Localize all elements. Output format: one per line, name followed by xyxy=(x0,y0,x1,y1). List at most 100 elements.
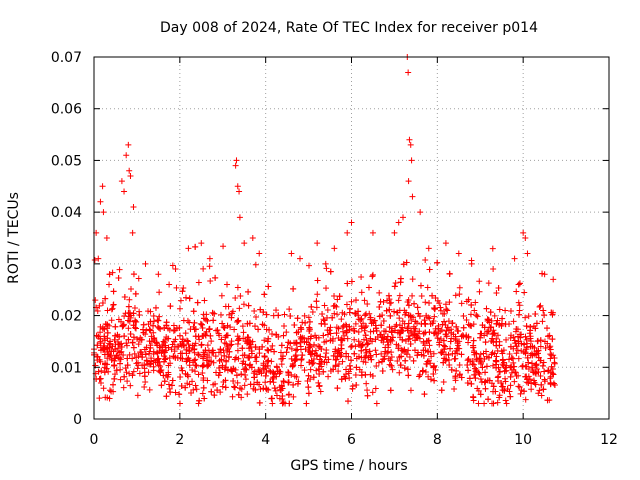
data-point-noise xyxy=(524,340,531,347)
data-point-noise xyxy=(327,367,334,374)
data-point-noise xyxy=(369,273,376,280)
data-point-noise xyxy=(422,369,429,376)
data-point-noise xyxy=(248,347,255,354)
data-point xyxy=(249,235,256,241)
data-point-noise xyxy=(264,358,271,365)
data-point-noise xyxy=(496,394,503,401)
data-point-noise xyxy=(154,350,161,357)
data-point xyxy=(407,141,414,148)
data-point-noise xyxy=(443,306,450,313)
data-point-noise xyxy=(481,332,488,339)
data-point-noise xyxy=(167,389,174,396)
data-point-noise xyxy=(441,355,448,362)
data-point-noise xyxy=(195,371,202,378)
data-point-noise xyxy=(336,293,343,300)
data-point-noise xyxy=(217,346,224,353)
data-point-noise xyxy=(310,374,317,381)
data-point-noise xyxy=(248,364,255,371)
data-point xyxy=(405,69,412,76)
x-tick-label: 6 xyxy=(347,432,356,448)
data-point-noise xyxy=(437,335,444,342)
data-point-noise xyxy=(446,270,453,277)
data-point-noise xyxy=(177,297,184,304)
data-point-noise xyxy=(232,295,239,302)
data-point-noise xyxy=(200,265,207,272)
data-point-noise xyxy=(456,284,463,291)
data-point-noise xyxy=(179,350,186,357)
data-point-noise xyxy=(222,357,229,364)
data-point-noise xyxy=(222,303,229,310)
data-point-noise xyxy=(312,347,319,354)
data-point-noise xyxy=(367,314,374,321)
data-point-noise xyxy=(120,351,127,358)
data-point-noise xyxy=(200,332,207,339)
data-point-noise xyxy=(164,373,171,380)
data-point-noise xyxy=(492,357,499,364)
data-point-noise xyxy=(501,387,508,394)
data-point-noise xyxy=(225,353,232,360)
data-point-noise xyxy=(502,375,509,382)
data-point-noise xyxy=(386,324,393,331)
data-point-noise xyxy=(173,284,180,291)
data-point-noise xyxy=(334,311,341,318)
data-point-noise xyxy=(198,341,205,348)
data-point-noise xyxy=(183,294,190,301)
data-point-noise xyxy=(536,303,543,310)
data-point-noise xyxy=(308,333,315,340)
data-point-noise xyxy=(406,353,413,360)
data-point-noise xyxy=(283,349,290,356)
data-point-noise xyxy=(507,373,514,380)
data-point-noise xyxy=(348,278,355,285)
y-tick-label: 0.01 xyxy=(51,360,82,376)
data-point-noise xyxy=(157,367,164,374)
data-point-noise xyxy=(500,347,507,354)
data-point-noise xyxy=(179,336,186,343)
data-point-noise xyxy=(532,362,539,369)
data-point-noise xyxy=(388,362,395,369)
data-point-noise xyxy=(126,351,133,358)
data-point-noise xyxy=(174,354,181,361)
data-point-noise xyxy=(466,375,473,382)
data-point-noise xyxy=(287,312,294,319)
data-point-noise xyxy=(394,358,401,365)
data-point-noise xyxy=(231,384,238,391)
data-point-noise xyxy=(397,275,404,282)
data-point-noise xyxy=(195,400,202,407)
data-point-noise xyxy=(425,348,432,355)
data-point-noise xyxy=(209,309,216,316)
data-point-noise xyxy=(470,397,477,404)
data-point-noise xyxy=(200,355,207,362)
data-point-noise xyxy=(513,288,520,295)
data-point xyxy=(121,188,128,195)
data-point-noise xyxy=(404,298,411,305)
data-point-noise xyxy=(332,363,339,370)
data-point-noise xyxy=(108,306,115,313)
data-point-noise xyxy=(113,367,120,374)
data-point-noise xyxy=(130,271,137,278)
data-point-noise xyxy=(152,359,159,366)
data-point-noise xyxy=(306,324,313,331)
data-point-noise xyxy=(519,362,526,369)
data-point-noise xyxy=(482,369,489,376)
data-point-noise xyxy=(200,384,207,391)
data-point-noise xyxy=(416,313,423,320)
data-point xyxy=(288,250,295,257)
data-point-noise xyxy=(321,317,328,324)
data-point-noise xyxy=(237,385,244,392)
data-point-noise xyxy=(271,371,278,378)
data-point-noise xyxy=(93,332,100,339)
data-point-noise xyxy=(376,313,383,320)
data-point-noise xyxy=(141,346,148,353)
data-point-noise xyxy=(141,383,148,390)
data-point-noise xyxy=(184,338,191,345)
data-point xyxy=(125,141,132,148)
data-point-noise xyxy=(503,336,510,343)
data-point-noise xyxy=(528,386,535,393)
data-point-noise xyxy=(197,320,204,327)
data-point-noise xyxy=(301,312,308,319)
data-point-noise xyxy=(458,374,465,381)
data-point-noise xyxy=(252,323,259,330)
data-point-noise xyxy=(380,339,387,346)
data-point-noise xyxy=(245,288,252,295)
data-point-noise xyxy=(198,321,205,328)
